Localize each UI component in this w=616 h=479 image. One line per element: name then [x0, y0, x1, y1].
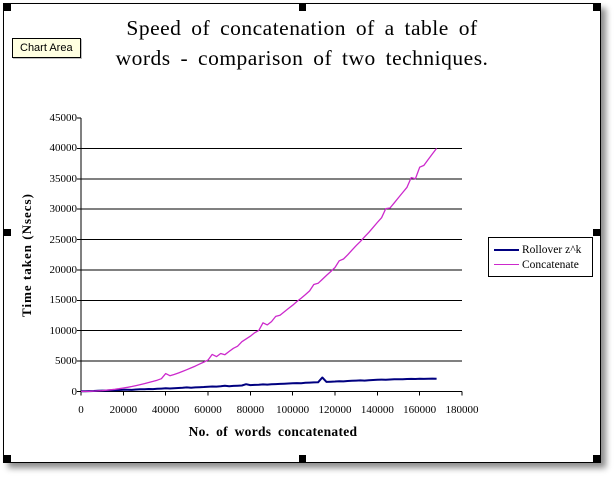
legend-entry[interactable]: Concatenate — [494, 257, 587, 272]
y-tick-label-30000: 30000 — [49, 203, 78, 216]
x-tick-label-60000: 60000 — [194, 404, 222, 416]
x-tick-label-160000: 160000 — [403, 404, 437, 416]
series-line-rollover-z-k[interactable] — [80, 376, 437, 393]
legend-line-sample-icon — [494, 264, 519, 265]
selection-handle-right-middle[interactable] — [593, 229, 600, 236]
y-tick-label-25000: 25000 — [49, 233, 78, 246]
legend[interactable]: Rollover z^k Concatenate — [488, 237, 593, 277]
legend-label: Concatenate — [522, 258, 579, 271]
chart-title-line-2: words - comparison of two techniques. — [115, 46, 489, 70]
x-tick-label-100000: 100000 — [276, 404, 310, 416]
legend-entry[interactable]: Rollover z^k — [494, 242, 587, 257]
selection-handle-bottom-right[interactable] — [593, 455, 600, 462]
x-axis-title[interactable]: No. of words concatenated — [188, 424, 358, 439]
selection-handle-top-middle[interactable] — [299, 4, 306, 11]
x-tick-label-20000: 20000 — [109, 404, 138, 416]
chart-area-tooltip: Chart Area — [12, 38, 81, 58]
chart-title-line-1: Speed of concatenation of a table of — [126, 16, 478, 40]
x-tick-label-180000: 180000 — [445, 404, 479, 416]
y-tick-label-15000: 15000 — [49, 294, 78, 307]
y-axis-title[interactable]: Time taken (Nsecs) — [19, 193, 34, 317]
x-tick-label-80000: 80000 — [236, 404, 265, 416]
selection-handle-top-left[interactable] — [4, 4, 11, 11]
legend-line-sample-icon — [494, 248, 519, 251]
y-tick-label-5000: 5000 — [55, 355, 77, 368]
y-tick-label-45000: 45000 — [49, 112, 78, 124]
series-line-concatenate[interactable] — [81, 148, 438, 393]
x-tick-label-120000: 120000 — [318, 404, 352, 416]
legend-label: Rollover z^k — [522, 243, 582, 256]
x-tick-label-0: 0 — [78, 404, 84, 416]
selection-handle-bottom-left[interactable] — [4, 455, 11, 462]
x-tick-label-140000: 140000 — [360, 404, 394, 416]
selection-handle-top-right[interactable] — [593, 4, 600, 11]
selection-handle-bottom-middle[interactable] — [299, 455, 306, 462]
y-tick-label-20000: 20000 — [49, 263, 78, 276]
chart-area[interactable] — [3, 3, 601, 463]
chart-title[interactable]: Speed of concatenation of a table of wor… — [3, 13, 601, 73]
y-tick-label-0: 0 — [71, 385, 78, 398]
y-tick-label-10000: 10000 — [49, 324, 78, 337]
y-tick-label-35000: 35000 — [49, 172, 78, 185]
x-tick-label-40000: 40000 — [151, 404, 180, 416]
selection-handle-left-middle[interactable] — [4, 229, 11, 236]
y-tick-label-40000: 40000 — [49, 142, 78, 155]
